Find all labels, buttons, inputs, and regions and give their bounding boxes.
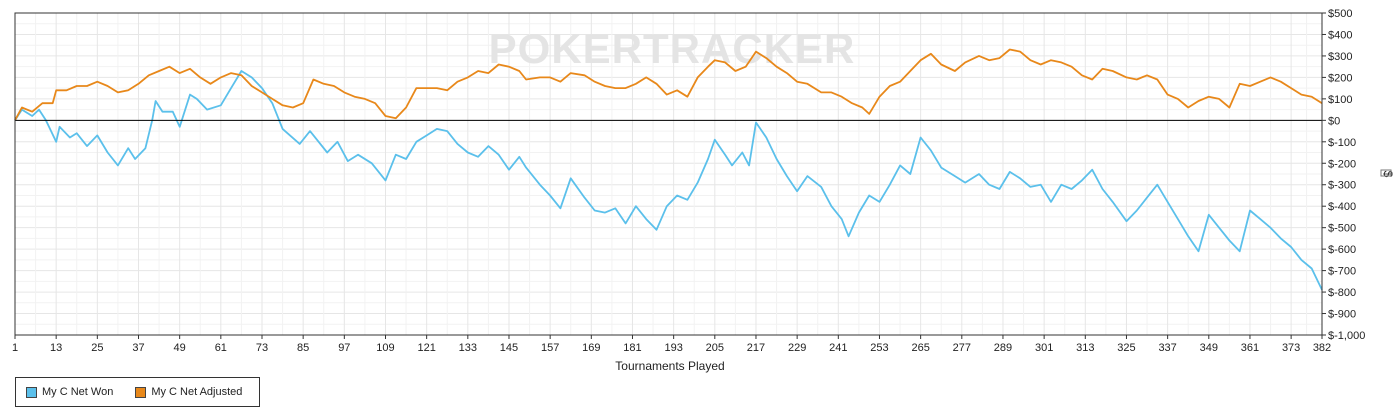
y-tick-label: $0 [1328, 115, 1340, 127]
series-line-net-won [14, 70, 1323, 291]
y-tick-label: $-1,000 [1328, 330, 1365, 342]
chart-legend: My C Net Won My C Net Adjusted [15, 377, 260, 407]
grid-lines [14, 12, 1323, 336]
x-tick-label: 13 [50, 342, 62, 354]
x-tick-label: 181 [623, 342, 641, 354]
x-tick-label: 205 [706, 342, 724, 354]
watermark-logo: POKERTRACKER [489, 25, 856, 72]
x-tick-label: 157 [541, 342, 559, 354]
legend-item-net-adjusted[interactable]: My C Net Adjusted [135, 386, 242, 398]
x-tick-label: 361 [1241, 342, 1259, 354]
x-tick-label: 241 [829, 342, 847, 354]
legend-label-net-won: My C Net Won [42, 386, 114, 398]
legend-label-net-adjusted: My C Net Adjusted [151, 386, 243, 398]
y-tick-label: $200 [1328, 72, 1352, 84]
y-tick-label: $300 [1328, 51, 1352, 63]
y-tick-label: $-500 [1328, 223, 1356, 235]
net-adjusted-swatch-icon [135, 386, 147, 398]
x-tick-label: 37 [132, 342, 144, 354]
y-tick-label: $-200 [1328, 158, 1356, 170]
x-tick-label: 97 [338, 342, 350, 354]
y-axis-title: $ [1381, 171, 1395, 178]
net-won-swatch-icon [26, 386, 37, 398]
x-tick-label: 109 [376, 342, 394, 354]
y-tick-label: $-100 [1328, 137, 1356, 149]
x-tick-label: 85 [297, 342, 309, 354]
x-tick-label: 61 [215, 342, 227, 354]
x-tick-label: 1 [12, 342, 18, 354]
x-tick-label: 193 [664, 342, 682, 354]
x-tick-label: 121 [417, 342, 435, 354]
legend-item-net-won[interactable]: My C Net Won [26, 386, 113, 398]
x-tick-label: 313 [1076, 342, 1094, 354]
y-tick-label: $500 [1328, 8, 1352, 20]
x-tick-label: 49 [174, 342, 186, 354]
x-tick-label: 73 [256, 342, 268, 354]
y-tick-label: $-300 [1328, 180, 1356, 192]
x-axis-title: Tournaments Played [615, 359, 724, 373]
x-tick-label: 325 [1117, 342, 1135, 354]
x-tick-label: 337 [1158, 342, 1176, 354]
y-tick-label: $-800 [1328, 287, 1356, 299]
x-tick-label: 217 [747, 342, 765, 354]
x-tick-label: 301 [1035, 342, 1053, 354]
x-tick-label: 25 [91, 342, 103, 354]
x-axis-ticks: 1 13 25 37 49 61 73 85 97 109 121 133 145 157 169 181 19… [12, 335, 1331, 354]
x-tick-label: 145 [500, 342, 518, 354]
x-tick-label: 133 [459, 342, 477, 354]
series-lines [14, 48, 1323, 291]
x-tick-label: 229 [788, 342, 806, 354]
x-tick-label: 253 [870, 342, 888, 354]
x-tick-label: 169 [582, 342, 600, 354]
y-tick-label: $-700 [1328, 266, 1356, 278]
y-tick-label: $-400 [1328, 201, 1356, 213]
y-axis-ticks: $500 $400 $300 $200 $100 $0 $-100 $-200 $-300 $-4… [1322, 8, 1365, 342]
y-tick-label: $400 [1328, 29, 1352, 41]
y-tick-label: $-900 [1328, 309, 1356, 321]
x-tick-label: 373 [1282, 342, 1300, 354]
series-line-net-adjusted [14, 48, 1323, 121]
x-tick-label: 289 [994, 342, 1012, 354]
y-tick-label: $100 [1328, 94, 1352, 106]
y-axis-scroll-marker[interactable] [1380, 169, 1392, 177]
x-tick-label: 277 [953, 342, 971, 354]
plot-border [14, 12, 1323, 336]
x-tick-label: 382 [1313, 342, 1331, 354]
x-tick-label: 265 [911, 342, 929, 354]
y-tick-label: $-600 [1328, 244, 1356, 256]
x-tick-label: 349 [1200, 342, 1218, 354]
